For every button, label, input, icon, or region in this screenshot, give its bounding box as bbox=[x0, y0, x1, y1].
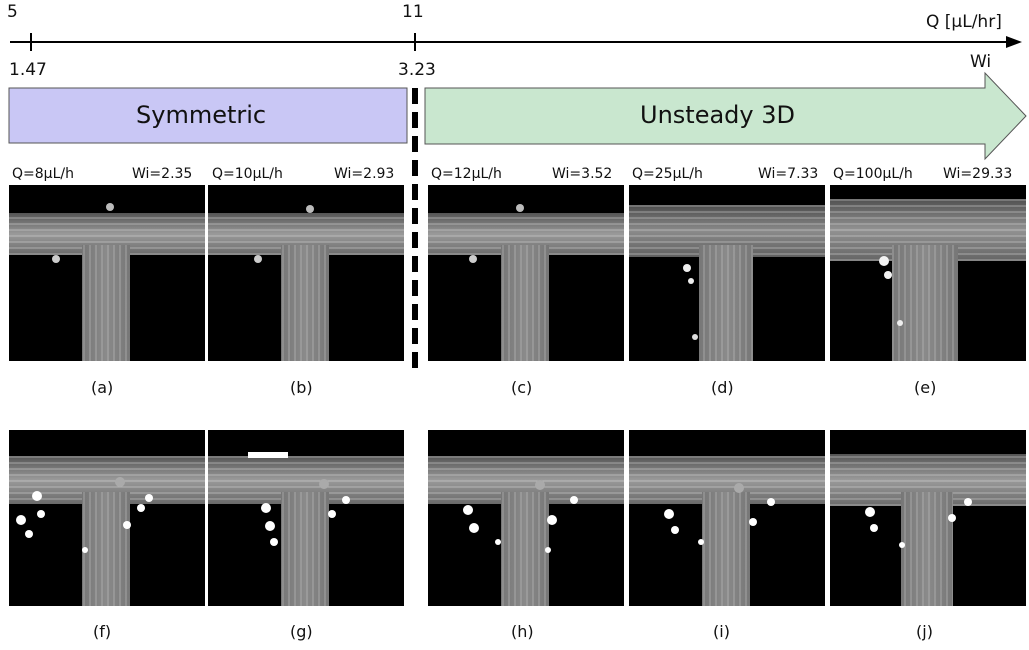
q-axis-label: Q [μL/hr] bbox=[926, 12, 1002, 32]
unsteady-arrow-band bbox=[424, 71, 1027, 161]
caption-wi-a: Wi=2.35 bbox=[132, 166, 193, 182]
micrograph-b bbox=[208, 185, 404, 361]
tick-mid-wi: 3.23 bbox=[398, 60, 436, 80]
panel-label-f: (f) bbox=[93, 622, 112, 641]
wi-axis-label: Wi bbox=[970, 52, 992, 72]
tick-left-wi: 1.47 bbox=[9, 60, 47, 80]
caption-q-d: Q=25μL/h bbox=[632, 166, 703, 182]
symmetric-band bbox=[8, 87, 408, 144]
panel-label-i: (i) bbox=[713, 622, 730, 641]
panel-label-b: (b) bbox=[290, 378, 313, 397]
axis-arrowhead bbox=[1006, 36, 1022, 48]
micrograph-g bbox=[208, 430, 404, 606]
micrograph-d bbox=[629, 185, 825, 361]
panel-label-j: (j) bbox=[916, 622, 933, 641]
panel-label-e: (e) bbox=[914, 378, 937, 397]
caption-q-e: Q=100μL/h bbox=[833, 166, 913, 182]
tick-mid-q: 11 bbox=[402, 2, 424, 22]
panel-label-d: (d) bbox=[711, 378, 734, 397]
unsteady-label: Unsteady 3D bbox=[640, 101, 795, 129]
panel-label-a: (a) bbox=[91, 378, 114, 397]
regime-axis-diagram bbox=[8, 33, 1027, 161]
tick-left-q: 5 bbox=[7, 2, 18, 22]
micrograph-a bbox=[9, 185, 205, 361]
caption-q-b: Q=10μL/h bbox=[212, 166, 283, 182]
caption-q-a: Q=8μL/h bbox=[12, 166, 74, 182]
panel-label-c: (c) bbox=[511, 378, 533, 397]
caption-q-c: Q=12μL/h bbox=[431, 166, 502, 182]
micrograph-j bbox=[830, 430, 1026, 606]
panel-label-h: (h) bbox=[511, 622, 534, 641]
micrograph-h bbox=[428, 430, 624, 606]
symmetric-label: Symmetric bbox=[136, 101, 267, 129]
micrograph-i bbox=[629, 430, 825, 606]
micrograph-e bbox=[830, 185, 1026, 361]
panel-label-g: (g) bbox=[290, 622, 313, 641]
caption-wi-c: Wi=3.52 bbox=[552, 166, 613, 182]
caption-wi-d: Wi=7.33 bbox=[758, 166, 819, 182]
micrograph-f bbox=[9, 430, 205, 606]
micrograph-c bbox=[428, 185, 624, 361]
caption-wi-b: Wi=2.93 bbox=[334, 166, 395, 182]
caption-wi-e: Wi=29.33 bbox=[943, 166, 1013, 182]
